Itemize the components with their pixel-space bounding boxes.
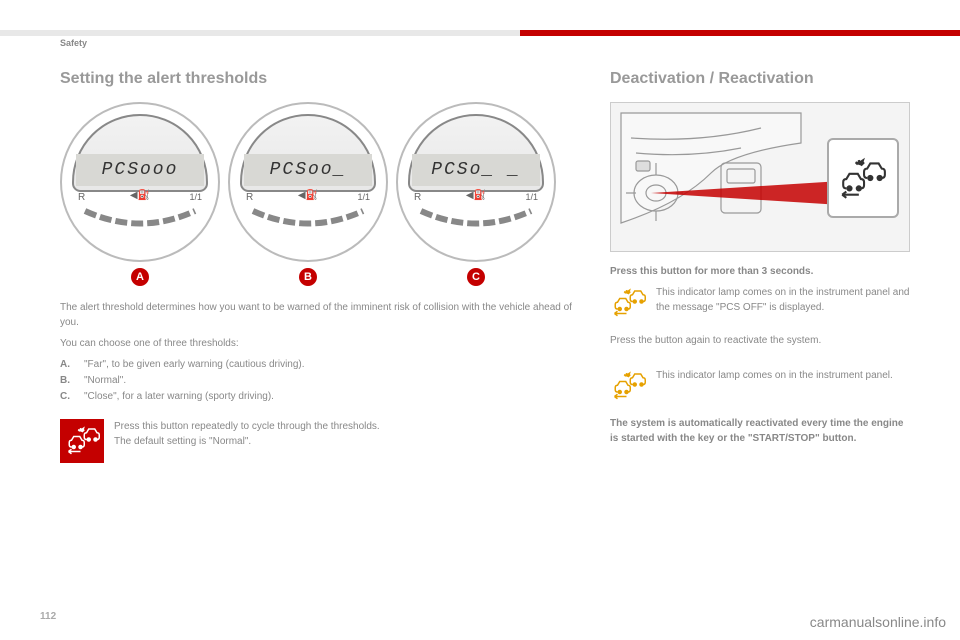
section-label: Safety (60, 38, 87, 48)
left-column: Setting the alert thresholds PCSooo R ◀⛽… (60, 70, 580, 475)
list-text: "Close", for a later warning (sporty dri… (84, 389, 274, 405)
gauge-c: PCSo_ _ R ◀⛽ 1/1 C (396, 102, 556, 286)
gauge-a: PCSooo R ◀⛽ 1/1 A (60, 102, 220, 286)
page-number: 112 (40, 611, 56, 622)
pcs-button-closeup (827, 138, 899, 218)
gauge-c-fuel: R ◀⛽ 1/1 (412, 192, 540, 242)
collision-lamp-icon (610, 285, 646, 321)
header-rule-grey (0, 30, 520, 36)
auto-reactivate-text: The system is automatically reactivated … (610, 416, 910, 446)
list-item: A."Far", to be given early warning (caut… (60, 357, 580, 373)
gauge-c-dial: PCSo_ _ R ◀⛽ 1/1 (396, 102, 556, 262)
fuel-label-r: R (78, 192, 85, 203)
lamp-on-block: This indicator lamp comes on in the inst… (610, 368, 910, 404)
list-item: B."Normal". (60, 373, 580, 389)
header-rule-red (520, 30, 960, 36)
gauge-b: PCSoo_ R ◀⛽ 1/1 B (228, 102, 388, 286)
intro-text-2: You can choose one of three thresholds: (60, 336, 580, 351)
list-item: C."Close", for a later warning (sporty d… (60, 389, 580, 405)
fuel-pump-icon: ◀⛽ (466, 190, 486, 201)
collision-button-icon (60, 419, 104, 463)
watermark: carmanualsonline.info (810, 614, 946, 630)
threshold-list: A."Far", to be given early warning (caut… (60, 357, 580, 405)
left-title: Setting the alert thresholds (60, 70, 580, 88)
fuel-label-full: 1/1 (525, 192, 538, 202)
press-line2: The default setting is "Normal". (114, 434, 380, 449)
intro-text-1: The alert threshold determines how you w… (60, 300, 580, 330)
gauge-c-lcd: PCSo_ _ (412, 154, 540, 186)
press-long-text: Press this button for more than 3 second… (610, 264, 910, 279)
badge-c: C (467, 268, 485, 286)
list-label: A. (60, 357, 84, 373)
list-text: "Far", to be given early warning (cautio… (84, 357, 305, 373)
fuel-pump-icon: ◀⛽ (298, 190, 318, 201)
list-text: "Normal". (84, 373, 126, 389)
fuel-label-r: R (246, 192, 253, 203)
right-title: Deactivation / Reactivation (610, 70, 910, 88)
interior-sketch-icon (611, 103, 811, 252)
fuel-arc-icon (416, 206, 536, 230)
list-label: C. (60, 389, 84, 405)
press-again-text: Press the button again to reactivate the… (610, 333, 910, 348)
list-label: B. (60, 373, 84, 389)
badge-b: B (299, 268, 317, 286)
fuel-pump-icon: ◀⛽ (130, 190, 150, 201)
press-button-text: Press this button repeatedly to cycle th… (114, 419, 380, 449)
lamp-on-text: This indicator lamp comes on in the inst… (656, 368, 893, 383)
gauge-b-lcd: PCSoo_ (244, 154, 372, 186)
collision-lamp-icon (610, 368, 646, 404)
gauge-b-fuel: R ◀⛽ 1/1 (244, 192, 372, 242)
spacer (610, 354, 910, 368)
gauge-a-dial: PCSooo R ◀⛽ 1/1 (60, 102, 220, 262)
press-button-block: Press this button repeatedly to cycle th… (60, 419, 580, 463)
gauge-b-dial: PCSoo_ R ◀⛽ 1/1 (228, 102, 388, 262)
press-line1: Press this button repeatedly to cycle th… (114, 419, 380, 434)
collision-off-icon (838, 156, 888, 200)
gauge-row: PCSooo R ◀⛽ 1/1 A PCSoo_ (60, 102, 580, 286)
gauge-a-lcd: PCSooo (76, 154, 204, 186)
fuel-label-full: 1/1 (357, 192, 370, 202)
lamp-off-block: This indicator lamp comes on in the inst… (610, 285, 910, 321)
gauge-a-fuel: R ◀⛽ 1/1 (76, 192, 204, 242)
main-content: Setting the alert thresholds PCSooo R ◀⛽… (60, 70, 910, 475)
fuel-arc-icon (248, 206, 368, 230)
fuel-label-r: R (414, 192, 421, 203)
fuel-label-full: 1/1 (189, 192, 202, 202)
fuel-arc-icon (80, 206, 200, 230)
dashboard-illustration (610, 102, 910, 252)
right-column: Deactivation / Reactivation (610, 70, 910, 475)
pointer-beam-icon (651, 181, 851, 211)
badge-a: A (131, 268, 149, 286)
lamp-off-text: This indicator lamp comes on in the inst… (656, 285, 910, 315)
